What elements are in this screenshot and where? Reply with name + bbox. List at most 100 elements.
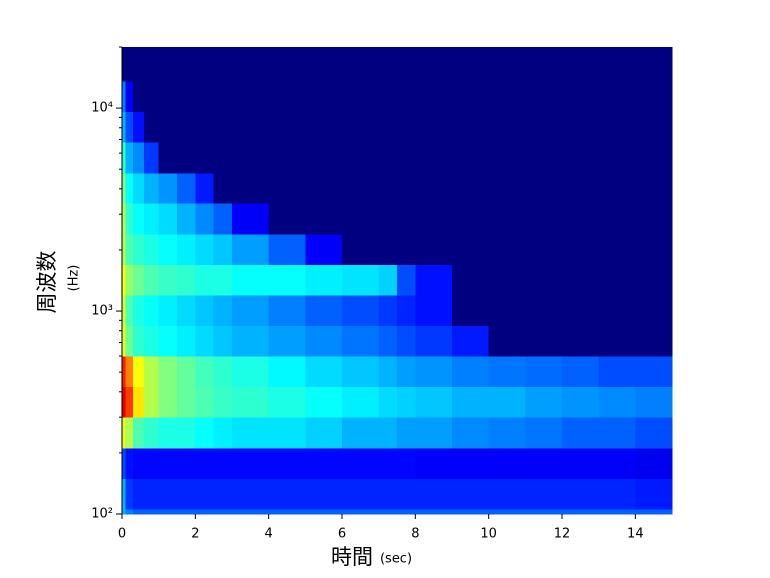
heatmap-cell [125, 80, 134, 113]
heatmap-cell [125, 356, 134, 387]
heatmap-cell [635, 417, 673, 449]
heatmap-cell [268, 264, 306, 296]
heatmap-cell [305, 447, 343, 479]
heatmap-cell [488, 47, 526, 82]
heatmap-cell [415, 203, 453, 235]
heatmap-cell [525, 417, 563, 449]
heatmap-cell [488, 325, 526, 357]
heatmap-cell [525, 142, 563, 174]
heatmap-cell [195, 203, 215, 235]
x-tick-label: 12 [554, 527, 571, 542]
heatmap-cell [122, 203, 127, 235]
y-tick-label: 10⁴ [91, 101, 113, 116]
heatmap-cell [195, 172, 215, 204]
heatmap-cell [415, 386, 453, 418]
heatmap-cell [144, 233, 160, 265]
heatmap-cell [525, 356, 563, 387]
heatmap-cell [268, 233, 306, 265]
heatmap-cell [177, 325, 196, 357]
heatmap-cell [452, 203, 490, 235]
heatmap-cell [232, 478, 270, 510]
heatmap-cell [158, 264, 178, 296]
heatmap-cell [133, 508, 145, 515]
heatmap-cell [488, 80, 526, 113]
heatmap-cell [232, 447, 270, 479]
heatmap-cell [125, 478, 134, 510]
heatmap-cell [598, 233, 636, 265]
heatmap-cell [177, 142, 196, 174]
heatmap-cell [158, 203, 178, 235]
heatmap-cell [195, 417, 215, 449]
heatmap-cell [122, 233, 127, 265]
heatmap-cell [122, 111, 127, 143]
heatmap-cell [635, 172, 673, 204]
heatmap-cell [525, 172, 563, 204]
heatmap-cell [452, 356, 490, 387]
heatmap-cell [232, 203, 270, 235]
heatmap-cell [158, 47, 178, 82]
heatmap-cell [598, 447, 636, 479]
heatmap-cell [342, 356, 380, 387]
heatmap-cell [144, 386, 160, 418]
heatmap-cell [213, 264, 233, 296]
heatmap-cell [635, 203, 673, 235]
x-tick-label: 4 [265, 527, 273, 542]
heatmap-cell [452, 142, 490, 174]
heatmap-cell [305, 417, 343, 449]
heatmap-cell [213, 417, 233, 449]
heatmap-cell [144, 47, 160, 82]
heatmap-cell [342, 417, 380, 449]
heatmap-cell [378, 47, 398, 82]
heatmap-cell [598, 294, 636, 326]
heatmap-cell [305, 80, 343, 113]
heatmap-cell [213, 47, 233, 82]
heatmap-cell [177, 203, 196, 235]
heatmap-cell [125, 325, 134, 357]
heatmap-cell [415, 294, 453, 326]
heatmap-cell [452, 478, 490, 510]
heatmap-cell [635, 478, 673, 510]
heatmap-cell [195, 233, 215, 265]
heatmap-cell [562, 47, 600, 82]
heatmap-cell [635, 111, 673, 143]
heatmap-cell [397, 478, 416, 510]
heatmap-cell [488, 417, 526, 449]
heatmap-cell [305, 294, 343, 326]
heatmap-cell [122, 80, 127, 113]
heatmap-cell [177, 47, 196, 82]
heatmap-cell [125, 233, 134, 265]
heatmap-cell [125, 172, 134, 204]
heatmap-cell [305, 386, 343, 418]
heatmap-cell [562, 80, 600, 113]
heatmap-cell [635, 142, 673, 174]
heatmap-cell [158, 508, 178, 515]
heatmap-cell [122, 386, 127, 418]
heatmap-cell [232, 356, 270, 387]
heatmap-cell [562, 508, 600, 515]
heatmap-cell [562, 325, 600, 357]
heatmap-cell [397, 356, 416, 387]
heatmap-cell [562, 203, 600, 235]
heatmap-cell [452, 386, 490, 418]
x-axis-label: 時間 [331, 545, 373, 569]
heatmap-cell [488, 447, 526, 479]
heatmap-cell [144, 478, 160, 510]
heatmap-cell [598, 172, 636, 204]
heatmap-cell [177, 172, 196, 204]
heatmap-cell [177, 356, 196, 387]
heatmap-cell [195, 111, 215, 143]
heatmap-cell [525, 233, 563, 265]
heatmap-cell [415, 508, 453, 515]
heatmap-cell [378, 356, 398, 387]
heatmap-cell [525, 447, 563, 479]
heatmap-cell [305, 233, 343, 265]
heatmap-cell [397, 203, 416, 235]
heatmap-cell [158, 111, 178, 143]
x-tick-label: 10 [480, 527, 497, 542]
heatmap-cell [415, 233, 453, 265]
y-tick-label: 10³ [91, 304, 113, 319]
heatmap-cell [452, 80, 490, 113]
heatmap-cell [125, 264, 134, 296]
heatmap-cell [268, 478, 306, 510]
